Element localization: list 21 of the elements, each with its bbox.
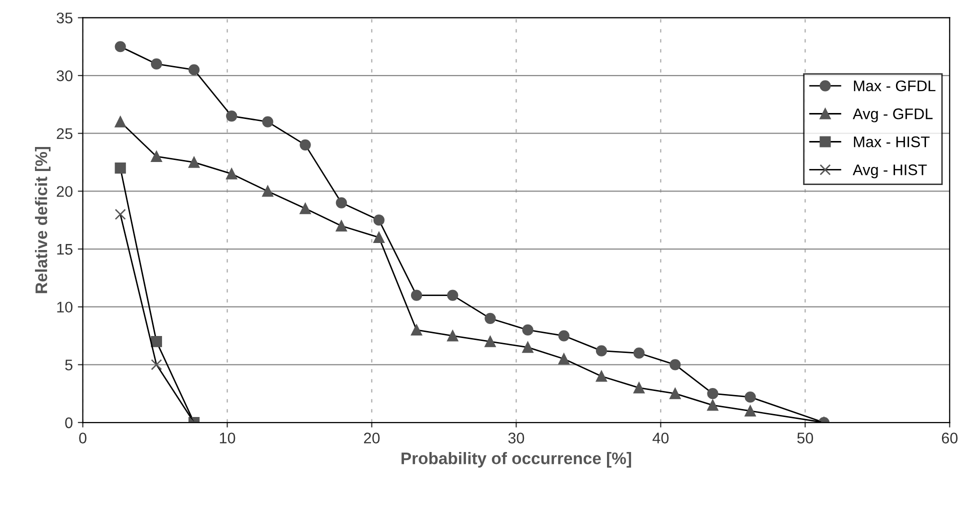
legend-label: Avg - GFDL [852, 108, 933, 122]
x-tick-label: 30 [508, 432, 524, 444]
y-tick-label: 0 [65, 417, 72, 428]
x-tick-label: 10 [220, 432, 236, 444]
legend-label: Max - GFDL [854, 80, 936, 92]
y-tick-label: 30 [56, 70, 72, 82]
x-tick-label: 50 [797, 432, 814, 444]
y-tick-label: 5 [65, 360, 72, 370]
y-tick-label: 10 [57, 302, 72, 313]
x-tick-label: 60 [942, 432, 958, 444]
y-tick-label: 25 [56, 128, 72, 140]
x-tick-label: 20 [364, 432, 380, 444]
y-axis-title: Relative deficit [%] [34, 146, 51, 294]
y-tick-label: 20 [56, 186, 72, 197]
y-tick-label: 35 [56, 12, 72, 24]
x-tick-label: 40 [652, 432, 669, 444]
legend-label: Avg - HIST [852, 164, 927, 178]
legend-label: Max - HIST [854, 136, 930, 148]
x-tick-label: 0 [79, 432, 86, 444]
y-tick-label: 15 [57, 244, 72, 255]
x-axis-title: Probability of occurrence [%] [402, 452, 632, 468]
